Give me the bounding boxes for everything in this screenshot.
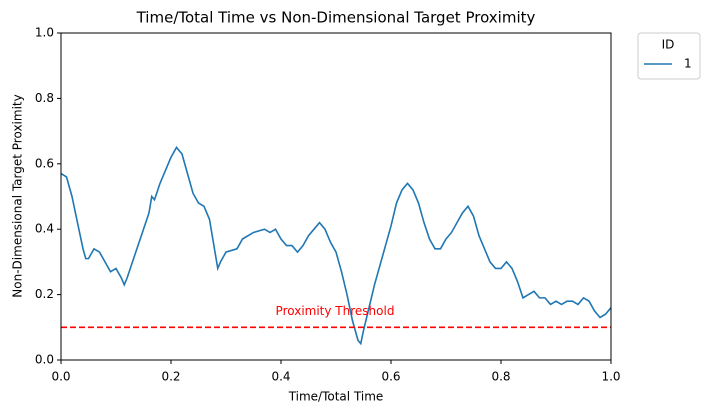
chart-title: Time/Total Time vs Non-Dimensional Targe…	[136, 9, 536, 27]
x-tick-label: 0.2	[161, 370, 180, 384]
y-tick-label: 0.8	[35, 91, 54, 105]
threshold-label: Proximity Threshold	[276, 304, 395, 318]
legend-label: 1	[684, 57, 692, 71]
y-tick-label: 1.0	[35, 26, 54, 40]
x-axis-label: Time/Total Time	[288, 390, 384, 404]
y-axis-label: Non-Dimensional Target Proximity	[11, 94, 25, 297]
x-tick-label: 0.8	[491, 370, 510, 384]
legend-box	[637, 32, 701, 80]
y-tick-label: 0.6	[35, 156, 54, 170]
legend-title: ID	[662, 38, 675, 52]
x-tick-label: 0.4	[271, 370, 290, 384]
x-tick-label: 1.0	[601, 370, 620, 384]
y-tick-label: 0.2	[35, 287, 54, 301]
x-tick-label: 0.0	[51, 370, 70, 384]
y-tick-label: 0.4	[35, 222, 54, 236]
data-line	[60, 146, 612, 346]
x-tick-label: 0.6	[381, 370, 400, 384]
y-tick-label: 0.0	[35, 353, 54, 367]
plot-frame	[60, 32, 612, 361]
